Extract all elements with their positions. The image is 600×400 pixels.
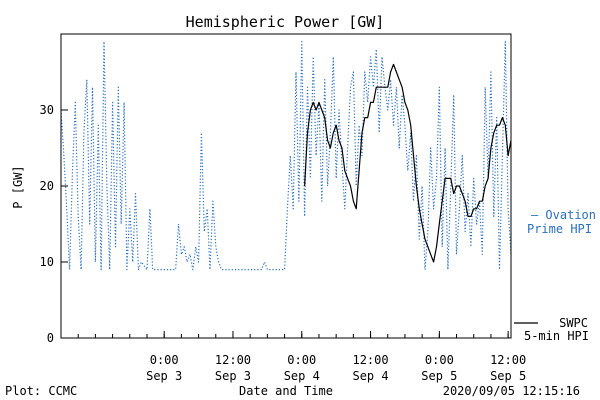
x-tick-label-date: Sep 4 (352, 369, 388, 383)
y-tick-label: 0 (47, 331, 54, 345)
x-tick-label-date: Sep 5 (421, 369, 457, 383)
x-axis-label: Date and Time (239, 384, 333, 398)
y-axis-label: P [GW] (11, 165, 25, 208)
x-tick-label-time: 0:00 (425, 353, 454, 367)
footer-source: Plot: CCMC (5, 384, 77, 398)
legend-swpc-line1: SWPC (559, 316, 588, 330)
legend-ovation-line2: Prime HPI (527, 222, 592, 236)
ovation-prime-series-line (60, 41, 512, 271)
plot-area: 0 10 20 30 0:00 Sep 3 12:00 Sep 3 0:00 Sep 4 12:00… (40, 41, 526, 383)
x-tick-label-time: 12:00 (215, 353, 251, 367)
x-tick-label-date: Sep 3 (215, 369, 251, 383)
y-tick-label: 10 (40, 255, 54, 269)
x-tick-label-date: Sep 3 (146, 369, 182, 383)
y-tick-label: 30 (40, 103, 54, 117)
x-tick-label-date: Sep 5 (490, 369, 526, 383)
y-tick-label: 20 (40, 179, 54, 193)
x-tick-label-time: 12:00 (352, 353, 388, 367)
x-tick-label-date: Sep 4 (284, 369, 320, 383)
swpc-series-line (304, 63, 512, 263)
x-tick-label-time: 0:00 (287, 353, 316, 367)
plot-frame (60, 33, 512, 339)
legend-swpc-line2: 5-min HPI (524, 329, 589, 343)
legend-ovation-line1: – Ovation (531, 208, 596, 222)
x-tick-label-time: 0:00 (150, 353, 179, 367)
x-tick-label-time: 12:00 (490, 353, 526, 367)
chart-title: Hemispheric Power [GW] (186, 13, 385, 31)
footer-timestamp: 2020/09/05 12:15:16 (443, 384, 580, 398)
